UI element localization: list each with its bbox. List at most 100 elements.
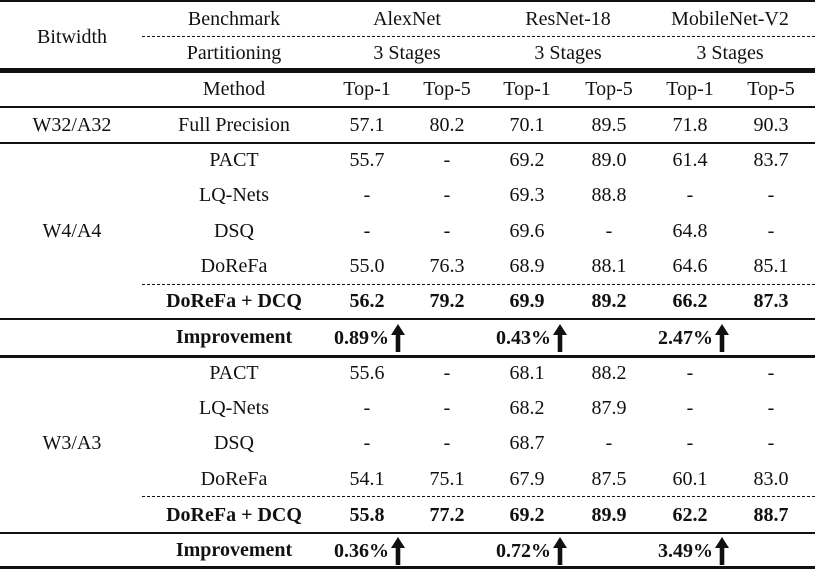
accuracy-value: 87.9: [591, 397, 627, 419]
method-name-ours: DoReFa + DCQ: [166, 290, 302, 312]
top5-header: Top-5: [423, 78, 471, 100]
accuracy-value: 69.2: [509, 149, 545, 171]
accuracy-value-ours: 56.2: [349, 290, 385, 312]
accuracy-value: -: [767, 432, 775, 454]
accuracy-value: -: [605, 220, 613, 242]
accuracy-value: 89.5: [591, 114, 627, 136]
up-arrow-icon: [553, 537, 567, 566]
top5-header: Top-5: [585, 78, 633, 100]
accuracy-value: 71.8: [672, 114, 708, 136]
improvement-value: 0.36%: [334, 535, 405, 566]
network-name: ResNet-18: [525, 8, 611, 30]
method-name: DoReFa: [200, 468, 268, 490]
accuracy-value: 90.3: [753, 114, 789, 136]
accuracy-value: 55.0: [349, 255, 385, 277]
up-arrow-icon: [715, 537, 729, 566]
accuracy-value: 68.2: [509, 397, 545, 419]
up-arrow-icon: [391, 324, 405, 353]
ours-dashed-rule: [142, 284, 815, 285]
top1-header: Top-1: [666, 78, 714, 100]
bitwidth-header: Bitwidth: [36, 26, 108, 48]
accuracy-value-ours: 62.2: [672, 504, 708, 526]
accuracy-value-ours: 89.2: [591, 290, 627, 312]
method-name: DSQ: [213, 220, 255, 242]
accuracy-value-ours: 87.3: [753, 290, 789, 312]
accuracy-value: -: [767, 362, 775, 384]
accuracy-value: 89.0: [591, 149, 627, 171]
method-name: DoReFa: [200, 255, 268, 277]
accuracy-value: 64.8: [672, 220, 708, 242]
improvement-rule: [0, 355, 815, 358]
accuracy-value-ours: 77.2: [429, 504, 465, 526]
accuracy-value: 55.7: [349, 149, 385, 171]
bitwidth-label: W3/A3: [42, 432, 102, 454]
improvement-percent: 0.72%: [496, 540, 551, 563]
up-arrow-icon: [553, 324, 567, 353]
accuracy-value: -: [686, 432, 694, 454]
improvement-percent: 3.49%: [658, 540, 713, 563]
accuracy-value: 85.1: [753, 255, 789, 277]
ours-rule: [0, 532, 815, 534]
accuracy-value: 88.8: [591, 184, 627, 206]
improvement-value: 3.49%: [658, 535, 729, 566]
accuracy-value: 69.6: [509, 220, 545, 242]
network-name: AlexNet: [373, 8, 441, 30]
thick-header-rule: [0, 68, 815, 73]
header-dashed-rule: [142, 36, 815, 37]
partition-label: 3 Stages: [696, 42, 764, 64]
accuracy-value: -: [443, 432, 451, 454]
partition-label: 3 Stages: [373, 42, 441, 64]
accuracy-value: 55.6: [349, 362, 385, 384]
accuracy-value-ours: 55.8: [349, 504, 385, 526]
accuracy-value-ours: 88.7: [753, 504, 789, 526]
improvement-percent: 2.47%: [658, 327, 713, 350]
accuracy-value: -: [767, 397, 775, 419]
accuracy-value: 70.1: [509, 114, 545, 136]
improvement-label: Improvement: [175, 326, 293, 348]
benchmark-header: Benchmark: [187, 8, 281, 30]
improvement-label: Improvement: [175, 539, 293, 561]
accuracy-value-ours: 66.2: [672, 290, 708, 312]
accuracy-value-ours: 89.9: [591, 504, 627, 526]
accuracy-value: -: [767, 184, 775, 206]
accuracy-value: -: [363, 432, 371, 454]
up-arrow-icon: [715, 324, 729, 353]
accuracy-value-ours: 69.2: [509, 504, 545, 526]
improvement-value: 2.47%: [658, 322, 729, 353]
accuracy-value: 61.4: [672, 149, 708, 171]
accuracy-value: -: [443, 149, 451, 171]
bitwidth-label: W4/A4: [42, 220, 102, 242]
ours-dashed-rule: [142, 496, 815, 497]
accuracy-value: 67.9: [509, 468, 545, 490]
top1-header: Top-1: [343, 78, 391, 100]
accuracy-value-ours: 69.9: [509, 290, 545, 312]
accuracy-value: 68.1: [509, 362, 545, 384]
accuracy-value: 69.3: [509, 184, 545, 206]
partitioning-header: Partitioning: [186, 42, 282, 64]
accuracy-value: -: [363, 220, 371, 242]
method-name: Full Precision: [178, 114, 290, 136]
improvement-percent: 0.36%: [334, 540, 389, 563]
top1-header: Top-1: [503, 78, 551, 100]
up-arrow-icon: [391, 537, 405, 566]
full-precision-rule: [0, 142, 815, 144]
accuracy-value: -: [363, 397, 371, 419]
method-name: PACT: [209, 149, 259, 171]
accuracy-value: 54.1: [349, 468, 385, 490]
accuracy-value: -: [443, 362, 451, 384]
accuracy-value: -: [443, 220, 451, 242]
method-name: LQ-Nets: [199, 184, 269, 206]
accuracy-value: -: [767, 220, 775, 242]
accuracy-value: -: [605, 432, 613, 454]
accuracy-value: -: [363, 184, 371, 206]
accuracy-value-ours: 79.2: [429, 290, 465, 312]
accuracy-value: -: [686, 397, 694, 419]
method-name: LQ-Nets: [199, 397, 269, 419]
improvement-value: 0.89%: [334, 322, 405, 353]
accuracy-value: 60.1: [672, 468, 708, 490]
improvement-percent: 0.89%: [334, 327, 389, 350]
accuracy-value: 68.9: [509, 255, 545, 277]
accuracy-value: 88.1: [591, 255, 627, 277]
improvement-value: 0.43%: [496, 322, 567, 353]
